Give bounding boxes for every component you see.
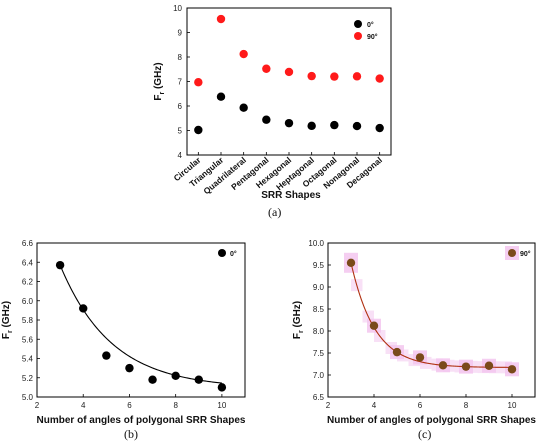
y-tick-label-b: 6.6 <box>22 239 34 248</box>
y-tick-label-c: 10.0 <box>308 239 324 248</box>
y-tick-label-b: 6.2 <box>22 278 34 287</box>
data-point-a <box>352 72 362 81</box>
y-tick-label-a: 6 <box>178 102 183 111</box>
data-point-b <box>217 383 227 392</box>
data-point-a <box>284 67 294 77</box>
y-tick-label-c: 6.5 <box>313 393 325 402</box>
data-point-c <box>507 365 517 374</box>
data-point-a <box>330 120 339 130</box>
data-point-b <box>79 304 88 313</box>
plot-frame-a <box>186 7 392 156</box>
y-tick-label-b: 6.0 <box>22 297 34 306</box>
data-point-a <box>284 118 294 128</box>
data-point-b <box>125 363 134 373</box>
legend-marker-a <box>354 32 362 40</box>
caption-c: (c) <box>418 427 432 441</box>
legend-label-a: 90° <box>367 33 378 41</box>
data-point-a <box>307 71 316 81</box>
y-tick-label-a: 8 <box>178 53 183 62</box>
y-tick-label-b: 5.4 <box>22 355 34 364</box>
y-tick-label-a: 7 <box>178 78 183 87</box>
data-point-c <box>369 321 379 330</box>
x-tick-label-b: 10 <box>217 401 226 410</box>
y-tick-label-c: 9.5 <box>313 261 325 270</box>
x-axis-label-a: SRR Shapes <box>261 190 321 201</box>
caption-b: (b) <box>124 427 138 441</box>
x-tick-label-c: 10 <box>508 401 517 410</box>
legend-marker-c <box>508 249 516 257</box>
data-point-c <box>461 362 471 371</box>
data-point-a <box>352 121 362 131</box>
y-tick-label-b: 5.6 <box>22 335 34 344</box>
data-point-b <box>171 371 180 381</box>
legend-label-a: 0° <box>367 21 374 29</box>
data-point-a <box>239 49 248 59</box>
y-tick-label-c: 9.0 <box>313 283 325 292</box>
data-point-a <box>375 74 384 83</box>
x-tick-label-b: 6 <box>127 401 132 410</box>
y-tick-label-c: 8.0 <box>313 327 325 336</box>
x-tick-label-c: 4 <box>372 401 377 410</box>
data-point-c <box>346 258 356 267</box>
x-tick-label-b: 8 <box>173 401 178 410</box>
y-tick-label-b: 5.8 <box>22 316 34 325</box>
data-point-c <box>438 361 448 370</box>
data-point-a <box>330 72 339 81</box>
x-axis-label-c: Number of angles of polygonal SRR Shapes <box>327 415 536 426</box>
legend-label-b: 0° <box>230 250 237 258</box>
fit-curve-b <box>59 264 222 384</box>
y-axis-label: Fr (GHz) <box>1 301 14 339</box>
y-tick-label-a: 5 <box>178 127 183 136</box>
x-tick-label-c: 8 <box>464 401 469 410</box>
y-tick-label-a: 4 <box>178 151 183 160</box>
legend-marker-a <box>354 20 362 28</box>
data-point-a <box>307 121 316 131</box>
x-axis-label-b: Number of angles of polygonal SRR Shapes <box>37 415 246 426</box>
y-tick-label-a: 9 <box>178 29 183 38</box>
data-point-c <box>484 361 494 370</box>
x-tick-label-c: 2 <box>326 401 331 410</box>
y-tick-label-c: 8.5 <box>313 305 325 314</box>
data-point-a <box>194 125 203 135</box>
data-point-a <box>262 64 271 73</box>
y-tick-label-a: 10 <box>173 4 182 13</box>
y-tick-label-b: 6.4 <box>22 258 34 267</box>
legend-marker-b <box>218 249 226 257</box>
plot-frame-b <box>36 242 246 398</box>
fit-curve-c <box>350 262 512 368</box>
y-tick-label-b: 5.2 <box>22 374 34 383</box>
legend-label-c: 90° <box>520 250 531 258</box>
data-point-c <box>415 353 425 362</box>
data-point-a <box>375 123 384 133</box>
y-tick-label-c: 7.0 <box>313 371 325 380</box>
y-tick-label-b: 5.0 <box>22 393 34 402</box>
data-point-a <box>239 103 248 112</box>
x-tick-label-b: 4 <box>81 401 86 410</box>
data-point-b <box>194 375 203 384</box>
data-point-b <box>55 260 65 270</box>
y-axis-label: Fr (GHz) <box>292 301 305 339</box>
data-point-a <box>216 14 226 24</box>
data-point-a <box>216 92 226 101</box>
data-point-a <box>194 78 203 87</box>
plot-frame-c <box>327 242 536 398</box>
y-axis-label: Fr (GHz) <box>153 62 166 100</box>
data-point-b <box>102 351 111 360</box>
x-tick-label-b: 2 <box>35 401 40 410</box>
data-point-b <box>148 375 157 384</box>
data-point-c <box>392 347 402 357</box>
data-point-a <box>262 115 271 124</box>
caption-a: (a) <box>268 205 282 219</box>
y-tick-label-c: 7.5 <box>313 349 325 358</box>
x-tick-label-c: 6 <box>418 401 423 410</box>
